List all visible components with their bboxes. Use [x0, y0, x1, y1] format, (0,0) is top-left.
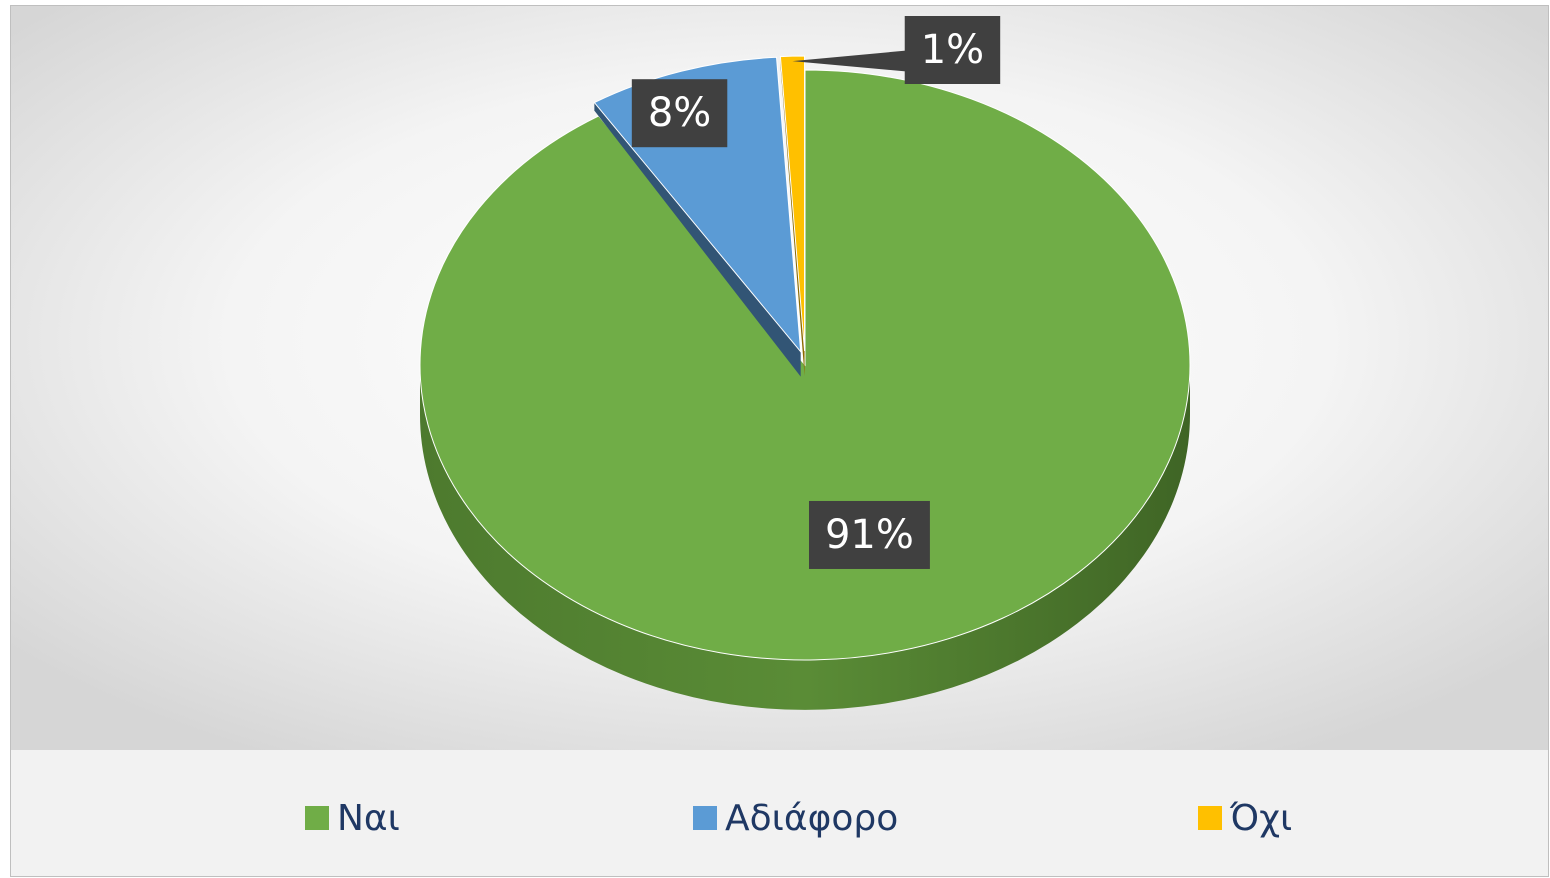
leader-line — [792, 50, 913, 72]
slice-edge — [594, 102, 801, 377]
slice — [779, 55, 806, 352]
legend-background — [10, 750, 1548, 876]
legend-swatch — [693, 806, 717, 830]
slice — [419, 69, 1191, 661]
slice-side — [420, 365, 1190, 710]
data-label-box — [631, 79, 728, 148]
legend-label: Όχι — [1229, 798, 1292, 839]
legend-label: Ναι — [337, 798, 400, 839]
chart-border — [10, 5, 1549, 877]
data-label: 8% — [631, 79, 728, 148]
data-label-text: 91% — [825, 512, 914, 558]
data-label-box — [904, 16, 1001, 84]
data-label-text: 1% — [921, 27, 984, 73]
legend-swatch — [305, 806, 329, 830]
data-label: 91% — [808, 500, 930, 569]
slice-edge — [780, 56, 805, 377]
data-label: 1% — [904, 16, 1001, 84]
data-label-box — [808, 500, 930, 569]
legend-label: Αδιάφορο — [725, 798, 898, 839]
data-label-text: 8% — [648, 90, 711, 136]
legend-swatch — [1198, 806, 1222, 830]
